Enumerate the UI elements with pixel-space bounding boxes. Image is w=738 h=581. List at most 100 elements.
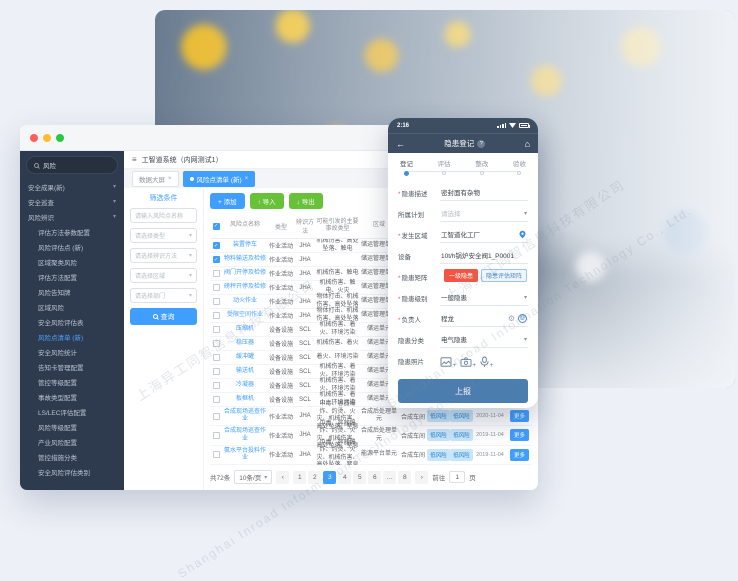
- step-2[interactable]: 整改: [475, 158, 488, 176]
- owner-input[interactable]: 程龙 ⚙ @: [440, 313, 528, 327]
- risk-name-link[interactable]: 磅秤开停及检修: [223, 283, 266, 290]
- sidebar-item-4[interactable]: 风险评估点 (新) ▾: [20, 239, 124, 254]
- page-button-4[interactable]: 5: [353, 470, 367, 484]
- tab-1[interactable]: 风险点清单 (新) ×: [182, 170, 256, 187]
- sidebar-item-13[interactable]: 管控等级配置 ▾: [20, 374, 124, 389]
- row-checkbox[interactable]: [212, 431, 220, 439]
- next-page-button[interactable]: ›: [415, 470, 429, 484]
- page-button-3[interactable]: 4: [338, 470, 352, 484]
- step-3[interactable]: 验收: [513, 158, 526, 176]
- export-button[interactable]: ↓ 导出: [288, 193, 323, 209]
- add-button[interactable]: + 添加: [210, 193, 245, 209]
- close-tab-icon[interactable]: ×: [168, 175, 172, 182]
- sidebar-item-17[interactable]: 产业风险配置 ▾: [20, 434, 124, 449]
- page-button-6[interactable]: …: [383, 470, 397, 484]
- risk-name-link[interactable]: 装置停车: [232, 241, 257, 248]
- row-more-button[interactable]: 更多: [509, 448, 529, 461]
- prev-page-button[interactable]: ‹: [276, 470, 290, 484]
- sidebar-item-3[interactable]: 评估方法参数配置 ▾: [20, 224, 124, 239]
- minimize-window-button[interactable]: [43, 133, 51, 142]
- category-select[interactable]: 电气隐患 ▾: [440, 334, 528, 348]
- risk-name-link[interactable]: 缓冲罐: [235, 353, 254, 360]
- row-checkbox[interactable]: [212, 382, 220, 389]
- gear-icon[interactable]: ⚙: [507, 313, 515, 323]
- sidebar-item-12[interactable]: 告知卡管理配置 ▾: [20, 359, 124, 374]
- sidebar-item-16[interactable]: 风险等级配置 ▾: [20, 419, 124, 434]
- risk-name-link[interactable]: 冷凝器: [235, 381, 254, 388]
- sidebar-item-10[interactable]: 风险点清单 (新) ▾: [20, 329, 124, 344]
- row-checkbox[interactable]: [212, 368, 220, 375]
- row-checkbox[interactable]: [212, 312, 220, 319]
- submit-button[interactable]: 上报: [398, 379, 528, 403]
- sidebar-item-15[interactable]: LS/LEC评估配置 ▾: [20, 404, 124, 419]
- select-all-checkbox[interactable]: [212, 222, 220, 230]
- risk-name-link[interactable]: 合成现场巡查作业: [223, 408, 266, 423]
- camera-icon[interactable]: +: [460, 356, 476, 369]
- sidebar-item-18[interactable]: 管控措施分类 ▾: [20, 449, 124, 464]
- close-window-button[interactable]: [30, 133, 38, 142]
- area-input[interactable]: 工智道化工厂: [440, 229, 528, 243]
- risk-name-input[interactable]: 请输入风险点名称: [130, 208, 197, 223]
- help-badge-icon[interactable]: ?: [477, 139, 486, 148]
- risk-name-link[interactable]: 氨水平台投料作业: [223, 447, 266, 461]
- row-checkbox[interactable]: [212, 412, 220, 420]
- page-button-7[interactable]: 8: [398, 470, 412, 484]
- matrix-eval-button[interactable]: 隐患评估矩阵: [481, 269, 527, 282]
- page-button-5[interactable]: 6: [368, 470, 382, 484]
- goto-page-input[interactable]: 1: [449, 471, 466, 483]
- home-icon[interactable]: ⌂: [524, 138, 530, 149]
- level-select[interactable]: 一般隐患 ▾: [440, 292, 528, 306]
- row-checkbox[interactable]: [212, 326, 220, 333]
- row-checkbox[interactable]: [212, 256, 220, 263]
- row-more-button[interactable]: 更多: [509, 410, 529, 423]
- microphone-icon[interactable]: +: [480, 356, 493, 369]
- menu-icon[interactable]: ≡: [132, 155, 137, 164]
- area-select[interactable]: 请选择区域 ▾: [130, 268, 197, 283]
- risk-name-link[interactable]: 压缩机: [235, 325, 254, 332]
- risk-name-link[interactable]: 动火作业: [232, 297, 257, 304]
- close-tab-icon[interactable]: ×: [244, 175, 249, 182]
- description-input[interactable]: 密封面有杂物: [440, 187, 528, 201]
- sidebar-item-0[interactable]: 安全成果(新) ▾: [20, 179, 124, 194]
- sidebar-item-8[interactable]: 区域风险 ▾: [20, 299, 124, 314]
- contact-at-icon[interactable]: @: [518, 313, 527, 323]
- sidebar-item-2[interactable]: 风险辨识 ▾: [20, 209, 124, 224]
- page-button-2[interactable]: 3: [323, 470, 337, 484]
- sidebar-item-5[interactable]: 区域聚类风险 ▾: [20, 254, 124, 269]
- matrix-level-button[interactable]: 一级隐患: [444, 269, 478, 282]
- step-0[interactable]: 登记: [400, 158, 413, 176]
- row-checkbox[interactable]: [212, 340, 220, 347]
- risk-name-link[interactable]: 阀门开停及检修: [223, 269, 266, 276]
- step-1[interactable]: 评估: [438, 158, 451, 176]
- sidebar-item-14[interactable]: 事故类型配置 ▾: [20, 389, 124, 404]
- tab-0[interactable]: 数据大屏 ×: [132, 170, 179, 187]
- row-checkbox[interactable]: [212, 270, 220, 277]
- location-pin-icon[interactable]: [518, 230, 527, 239]
- device-input[interactable]: 10t/h锅炉安全阀1_P0001: [440, 250, 528, 264]
- row-checkbox[interactable]: [212, 451, 220, 459]
- page-button-1[interactable]: 2: [308, 470, 322, 484]
- back-icon[interactable]: ←: [396, 138, 405, 149]
- maximize-window-button[interactable]: [56, 133, 64, 142]
- sidebar-item-7[interactable]: 风险告知牌 ▾: [20, 284, 124, 299]
- row-checkbox[interactable]: [212, 284, 220, 291]
- row-checkbox[interactable]: [212, 242, 220, 249]
- row-more-button[interactable]: 更多: [509, 429, 529, 442]
- import-button[interactable]: ↑ 导入: [249, 193, 284, 209]
- sidebar-item-11[interactable]: 安全风险统计 ▾: [20, 344, 124, 359]
- risk-name-link[interactable]: 物料输送及检修: [223, 255, 266, 262]
- sidebar-item-6[interactable]: 评估方法配置 ▾: [20, 269, 124, 284]
- dept-select[interactable]: 请选择部门 ▾: [130, 288, 197, 303]
- sidebar-search-input[interactable]: 风险: [26, 156, 118, 174]
- row-checkbox[interactable]: [212, 396, 220, 403]
- page-size-select[interactable]: 10条/页 ▾: [234, 470, 273, 484]
- risk-name-link[interactable]: 稳压器: [235, 339, 254, 346]
- row-checkbox[interactable]: [212, 354, 220, 361]
- method-select[interactable]: 请选择辨识方法 ▾: [130, 248, 197, 263]
- sidebar-item-19[interactable]: 安全风险评估类别 ▾: [20, 464, 124, 479]
- plan-select[interactable]: 请选择 ▾: [440, 208, 528, 222]
- sidebar-item-9[interactable]: 安全风险评估表 ▾: [20, 314, 124, 329]
- type-select[interactable]: 请选择类型 ▾: [130, 228, 197, 243]
- risk-name-link[interactable]: 输送机: [235, 367, 254, 374]
- add-picture-icon[interactable]: +: [440, 356, 456, 369]
